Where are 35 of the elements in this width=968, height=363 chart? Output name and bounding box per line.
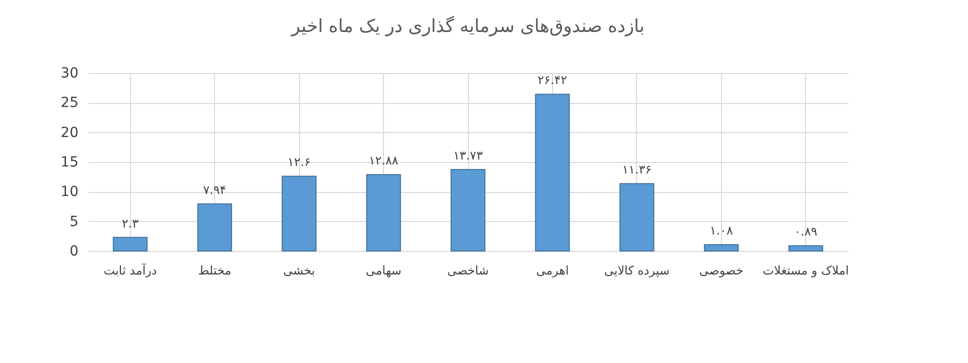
bar: [535, 94, 570, 252]
data-label: ۰.۸۹: [794, 224, 818, 239]
x-tick-label: شاخصی: [447, 264, 489, 278]
y-tick-label: 25: [60, 95, 78, 112]
y-tick-label: 20: [60, 124, 78, 141]
y-tick-label: 5: [70, 214, 78, 230]
x-tick-label: بخشی: [283, 264, 316, 278]
bar: [366, 174, 401, 252]
y-tick-label: 30: [60, 66, 78, 82]
bar: [620, 183, 654, 252]
data-label: ۱۳.۷۳: [453, 148, 484, 163]
bar: [112, 236, 148, 252]
y-tick-label: 0: [70, 244, 78, 260]
x-tick-label: اهرمی: [536, 264, 569, 278]
data-label: ۲.۳: [122, 216, 140, 230]
bar: [197, 203, 232, 252]
bar: [704, 244, 739, 252]
bar: [788, 245, 824, 252]
chart-title: بازده صندوق‌های سرمایه گذاری در یک ماه اخیر: [290, 15, 645, 37]
y-tick-label: 15: [60, 154, 78, 170]
x-tick-label: املاک و مستغلات: [762, 264, 849, 278]
data-label: ۲۶.۴۲: [538, 73, 568, 88]
data-label: ۱.۰۸: [710, 224, 734, 238]
x-tick-label: سهامی: [366, 264, 402, 278]
bar: [282, 176, 316, 252]
data-label: ۷.۹۴: [203, 182, 226, 197]
x-tick-label: خصوصی: [699, 264, 744, 278]
x-tick-label: درآمد ثابت: [104, 262, 157, 278]
data-label: ۱۲.۸۸: [368, 154, 399, 168]
x-tick-label: مختلط: [198, 264, 232, 278]
bar: [450, 169, 486, 252]
x-tick-label: سپرده کالایی: [604, 264, 670, 278]
data-label: ۱۲.۶: [288, 155, 311, 170]
y-tick-label: 10: [60, 184, 78, 200]
data-label: ۱۱.۳۶: [622, 162, 652, 177]
